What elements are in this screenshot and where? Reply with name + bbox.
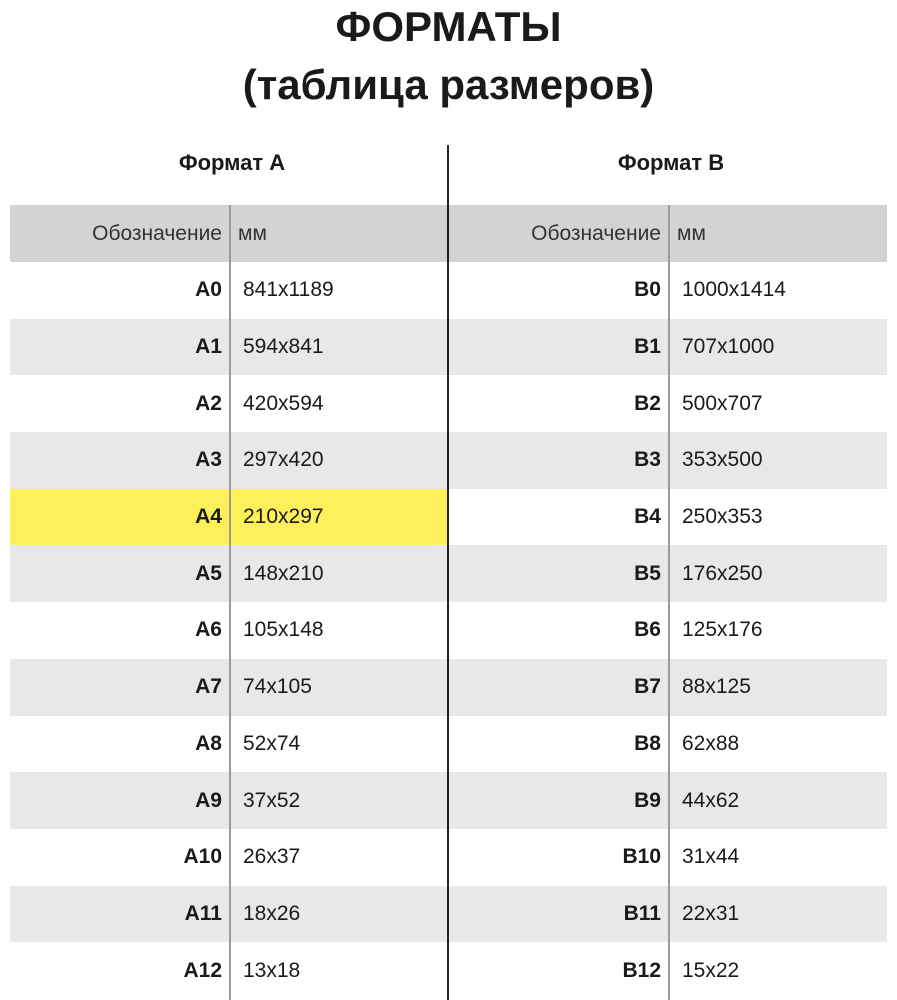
header-mm: мм [238, 221, 267, 245]
format-code: A12 [183, 958, 222, 982]
format-size: 74x105 [243, 675, 312, 699]
format-code: B11 [623, 901, 661, 925]
format-code: B6 [634, 618, 661, 642]
page-subtitle: (таблица размеров) [242, 61, 655, 108]
format-code: A3 [195, 448, 222, 472]
format-code: A1 [195, 335, 222, 359]
format-code: B12 [622, 958, 661, 982]
table-row: A0 841x1189 [10, 262, 447, 319]
format-code: A10 [183, 845, 222, 869]
table-row: B12 15x22 [449, 942, 887, 999]
format-size: 62x88 [682, 731, 740, 755]
table-row: A9 37x52 [10, 772, 447, 829]
format-code: A0 [195, 278, 222, 302]
format-size: 52x74 [243, 731, 301, 755]
format-code: A6 [195, 618, 222, 642]
table-row: A5 148x210 [10, 545, 447, 603]
format-code: B10 [622, 845, 661, 869]
format-a-column-divider [229, 205, 231, 1000]
format-code: B3 [634, 448, 661, 472]
format-size: 297x420 [243, 448, 324, 472]
format-code: B2 [634, 391, 661, 415]
table-row: B10 31x44 [449, 829, 887, 886]
table-row: B8 62x88 [449, 716, 887, 773]
table-row: A8 52x74 [10, 716, 447, 773]
format-size: 44x62 [682, 788, 740, 812]
format-code: B4 [634, 505, 661, 529]
format-size: 841x1189 [243, 278, 334, 302]
format-code: B1 [634, 335, 661, 359]
section-divider [447, 145, 449, 1000]
format-code: A2 [195, 391, 222, 415]
format-size: 594x841 [243, 335, 324, 359]
table-row: A3 297x420 [10, 432, 447, 489]
format-size: 500x707 [682, 391, 763, 415]
page-title: ФОРМАТЫ [335, 3, 562, 50]
table-row: B4 250x353 [449, 489, 887, 546]
format-code: A5 [195, 561, 222, 585]
table-row: A12 13x18 [10, 942, 447, 999]
table-row: A2 420x594 [10, 375, 447, 432]
format-size: 15x22 [682, 958, 740, 982]
format-code: A7 [195, 675, 222, 699]
format-size: 125x176 [682, 618, 763, 642]
format-size: 22x31 [682, 901, 740, 925]
format-a-heading: Формат А [178, 150, 286, 175]
format-code: B5 [634, 561, 661, 585]
format-code: B9 [634, 788, 661, 812]
table-row: A10 26x37 [10, 829, 447, 886]
table-header: Обозначение мм [10, 205, 447, 262]
format-size: 148x210 [243, 561, 324, 585]
table-row: A4 210x297 [10, 488, 447, 546]
format-b-column-divider [668, 205, 670, 1000]
table-row: B0 1000x1414 [449, 262, 887, 319]
format-size: 420x594 [243, 391, 324, 415]
table-row: A11 18x26 [10, 885, 447, 943]
format-size: 18x26 [243, 901, 301, 925]
format-code: A9 [195, 788, 222, 812]
format-size: 105x148 [243, 618, 324, 642]
header-mm: мм [677, 221, 706, 245]
table-row: A7 74x105 [10, 658, 447, 716]
format-size: 37x52 [243, 788, 301, 812]
format-size: 13x18 [243, 958, 301, 982]
header-code: Обозначение [531, 221, 661, 245]
format-b-heading: Формат В [617, 150, 725, 175]
format-size: 31x44 [682, 845, 740, 869]
format-size: 1000x1414 [682, 278, 786, 302]
format-size: 176x250 [682, 561, 763, 585]
table-row: A1 594x841 [10, 318, 447, 376]
format-code: B8 [634, 731, 661, 755]
format-code: A4 [195, 505, 222, 529]
header-code: Обозначение [92, 221, 222, 245]
format-size: 88x125 [682, 675, 751, 699]
format-code: B7 [634, 675, 661, 699]
format-size: 210x297 [243, 505, 324, 529]
table-row: A6 105x148 [10, 602, 447, 659]
format-size: 26x37 [243, 845, 301, 869]
format-code: A11 [184, 901, 222, 925]
format-code: A8 [195, 731, 222, 755]
format-code: B0 [634, 278, 661, 302]
table-row: B6 125x176 [449, 602, 887, 659]
format-a-table: Обозначение мм A0 841x1189 A1 594x841 A2 420x59… [10, 205, 447, 999]
format-size: 250x353 [682, 505, 763, 529]
format-size: 353x500 [682, 448, 763, 472]
format-size: 707x1000 [682, 335, 775, 359]
table-row: B2 500x707 [449, 375, 887, 432]
